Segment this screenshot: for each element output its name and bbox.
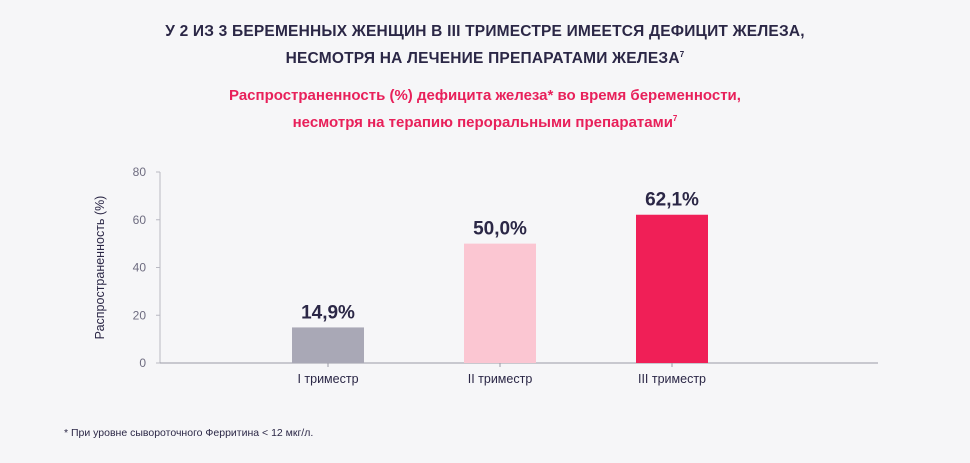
chart-title: У 2 ИЗ 3 БЕРЕМЕННЫХ ЖЕНЩИН В III ТРИМЕСТ… <box>0 18 970 72</box>
y-tick-label: 80 <box>133 165 147 179</box>
y-tick-label: 40 <box>133 261 147 275</box>
y-tick-label: 60 <box>133 213 147 227</box>
y-axis-label: Распространенность (%) <box>93 196 107 340</box>
x-tick-label: I триместр <box>297 372 358 386</box>
bar-value-label: 62,1% <box>645 190 699 211</box>
chart-subtitle-line-2-text: несмотря на терапию пероральными препара… <box>292 114 673 131</box>
chart-subtitle-line-2: несмотря на терапию пероральными препара… <box>0 109 970 136</box>
chart-subtitle-line-1: Распространенность (%) дефицита железа* … <box>229 87 741 104</box>
bar-value-label: 50,0% <box>473 219 527 240</box>
y-tick-label: 0 <box>139 356 146 370</box>
x-tick-label: II триместр <box>468 372 533 386</box>
bar <box>636 214 708 363</box>
subtitle-reference: 7 <box>672 114 678 123</box>
bar <box>464 243 536 363</box>
chart-subtitle: Распространенность (%) дефицита железа* … <box>0 82 970 136</box>
bar-value-label: 14,9% <box>301 302 355 323</box>
title-reference: 7 <box>679 49 685 59</box>
x-tick-label: III триместр <box>638 372 706 386</box>
bar <box>292 327 364 363</box>
footnote: * При уровне сывороточного Ферритина < 1… <box>64 427 314 439</box>
chart-title-line-2: НЕСМОТРЯ НА ЛЕЧЕНИЕ ПРЕПАРАТАМИ ЖЕЛЕЗА7 <box>0 45 970 72</box>
chart-title-line-2-text: НЕСМОТРЯ НА ЛЕЧЕНИЕ ПРЕПАРАТАМИ ЖЕЛЕЗА <box>285 50 680 67</box>
y-tick-label: 20 <box>133 308 147 322</box>
chart-title-line-1: У 2 ИЗ 3 БЕРЕМЕННЫХ ЖЕНЩИН В III ТРИМЕСТ… <box>165 23 805 40</box>
